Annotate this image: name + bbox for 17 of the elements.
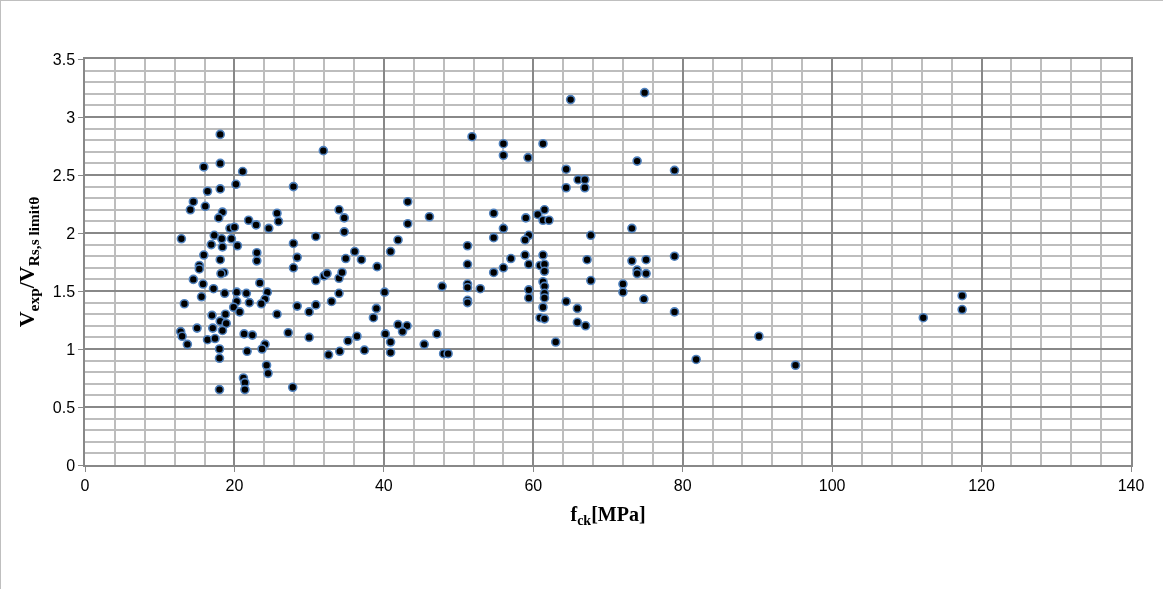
x-tick-label: 0 [80,476,90,494]
y-tick-label: 2.5 [52,166,76,184]
x-tick-label: 80 [673,476,692,494]
x-tick-label: 20 [225,476,244,494]
x-tick-label: 40 [374,476,393,494]
y-tick-label: 3.5 [52,50,76,68]
y-tick-label: 2 [66,224,76,242]
y-tick-label: 0.5 [52,398,76,416]
x-tick-label: 60 [524,476,543,494]
x-axis-title: f$_{ck}$[MPa] [570,502,646,529]
x-tick-label: 140 [1117,476,1145,494]
x-tick-label: 120 [968,476,996,494]
y-tick-label: 3 [66,108,76,126]
y-tick-label: 1 [66,340,76,358]
x-tick-label: 100 [818,476,846,494]
y-tick-label: 0 [66,456,76,474]
y-tick-label: 1.5 [52,282,76,300]
